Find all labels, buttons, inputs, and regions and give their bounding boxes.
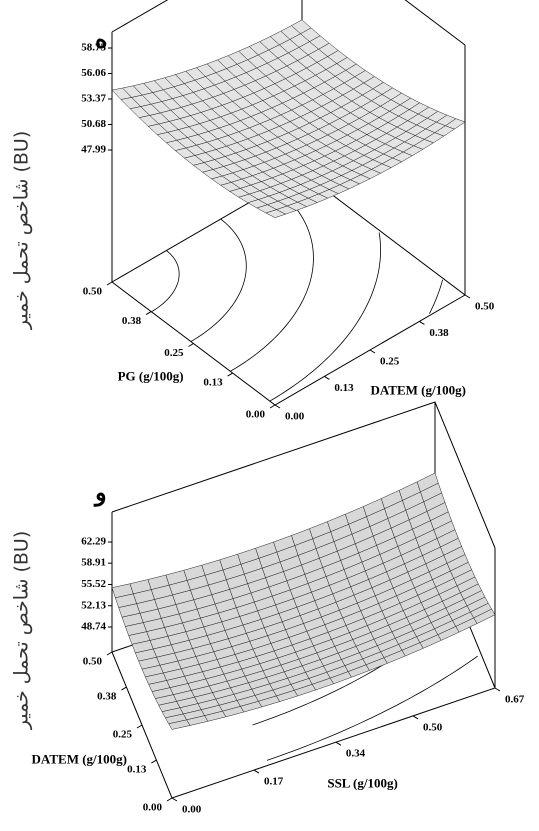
x-tick-label: 0.50 [83, 286, 103, 298]
x-tick-label: 0.25 [113, 729, 133, 741]
z-tick-label: 58.91 [81, 557, 106, 569]
z-tick-label: 50.68 [81, 118, 106, 130]
y-tick [494, 687, 501, 692]
y-tick-label: 0.50 [475, 301, 495, 313]
x-tick [188, 343, 194, 347]
contour [151, 250, 180, 313]
surface-mesh [265, 209, 287, 218]
y-tick [253, 769, 260, 774]
y-axis-label: SSL (g/100g) [327, 775, 397, 790]
y-tick-label: 0.67 [505, 694, 525, 706]
y-tick-label: 0.00 [182, 804, 202, 816]
x-tick [136, 724, 143, 729]
panel-label: و [93, 481, 107, 508]
y-tick-label: 0.17 [264, 776, 284, 788]
x-tick [151, 759, 157, 764]
contour [269, 232, 381, 402]
y-tick-label: 0.00 [285, 411, 305, 423]
y-axis-label: DATEM (g/100g) [371, 382, 466, 397]
y-tick [419, 320, 425, 325]
z-tick-label: 58.75 [81, 42, 106, 54]
z-tick-label: 52.13 [81, 599, 106, 611]
x-tick [227, 372, 233, 377]
z-tick-label: 47.99 [81, 144, 106, 156]
x-tick-label: 0.00 [143, 802, 163, 814]
x-tick-label: 0.00 [246, 409, 266, 421]
panel-label: ه [95, 28, 108, 54]
x-tick [106, 281, 113, 286]
box-top [111, 401, 496, 549]
x-tick-label: 0.50 [83, 656, 103, 668]
x-tick [145, 311, 152, 315]
x-tick-label: 0.25 [164, 347, 184, 359]
y-tick-label: 0.25 [380, 356, 400, 368]
surface-mesh [168, 719, 191, 730]
x-tick-label: 0.38 [97, 691, 117, 703]
y-tick [412, 715, 419, 720]
x-tick-label: 0.38 [122, 315, 142, 327]
x-tick [166, 797, 173, 802]
y-tick [171, 797, 178, 802]
box-top [111, 0, 466, 46]
contour [429, 279, 443, 314]
x-tick-label: 0.13 [203, 377, 223, 389]
x-axis-label: DATEM (g/100g) [32, 751, 127, 766]
z-axis-label: شاخص تحمل خمیر (BU) [11, 131, 33, 331]
contour [230, 187, 314, 372]
z-axis-label: شاخص تحمل خمیر (BU) [11, 531, 33, 731]
x-tick [269, 404, 276, 409]
y-tick-label: 0.34 [346, 748, 366, 760]
x-tick [106, 651, 113, 656]
contour [190, 218, 247, 342]
z-tick-label: 56.06 [81, 67, 106, 79]
y-tick-label: 0.13 [334, 382, 354, 394]
x-axis-label: PG (g/100g) [118, 369, 184, 384]
z-tick-label: 53.37 [81, 93, 106, 105]
z-tick-label: 55.52 [81, 578, 106, 590]
y-tick-label: 0.38 [429, 327, 449, 339]
y-tick [369, 349, 376, 354]
z-tick-label: 48.74 [81, 621, 106, 633]
z-tick-label: 62.29 [81, 536, 106, 548]
x-tick-label: 0.13 [127, 764, 147, 776]
y-tick [324, 375, 330, 380]
y-tick [464, 294, 471, 299]
x-tick [121, 686, 127, 691]
y-tick [274, 404, 281, 409]
y-tick [335, 741, 342, 746]
contour [266, 655, 478, 761]
y-tick-label: 0.50 [423, 721, 443, 733]
